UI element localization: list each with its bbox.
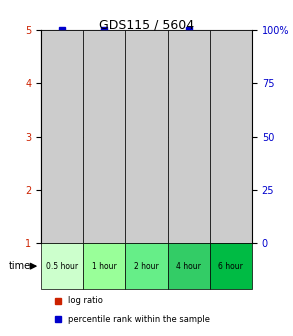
Text: log ratio: log ratio <box>69 296 103 305</box>
Text: GSM1075: GSM1075 <box>58 247 67 284</box>
Bar <box>93 105 116 243</box>
FancyBboxPatch shape <box>125 30 168 243</box>
FancyBboxPatch shape <box>210 243 252 289</box>
FancyBboxPatch shape <box>168 243 210 289</box>
FancyBboxPatch shape <box>83 30 125 243</box>
Text: GDS115 / 5604: GDS115 / 5604 <box>99 18 194 32</box>
Text: 0.5 hour: 0.5 hour <box>46 262 78 271</box>
Text: time: time <box>8 261 30 271</box>
Bar <box>50 83 74 243</box>
Text: 2 hour: 2 hour <box>134 262 159 271</box>
Bar <box>135 215 158 243</box>
FancyBboxPatch shape <box>41 243 83 289</box>
Text: GSM1077: GSM1077 <box>184 247 193 284</box>
FancyBboxPatch shape <box>41 30 83 243</box>
FancyBboxPatch shape <box>168 30 210 243</box>
Bar <box>219 194 243 243</box>
Text: 4 hour: 4 hour <box>176 262 201 271</box>
Text: GSM1076: GSM1076 <box>100 247 109 284</box>
FancyBboxPatch shape <box>125 243 168 289</box>
Text: percentile rank within the sample: percentile rank within the sample <box>69 315 210 324</box>
FancyBboxPatch shape <box>83 243 125 289</box>
Text: 6 hour: 6 hour <box>219 262 243 271</box>
Text: GSM1090: GSM1090 <box>142 247 151 284</box>
Bar <box>177 205 200 243</box>
FancyBboxPatch shape <box>210 30 252 243</box>
Text: GSM1078: GSM1078 <box>226 247 235 284</box>
Text: 1 hour: 1 hour <box>92 262 117 271</box>
